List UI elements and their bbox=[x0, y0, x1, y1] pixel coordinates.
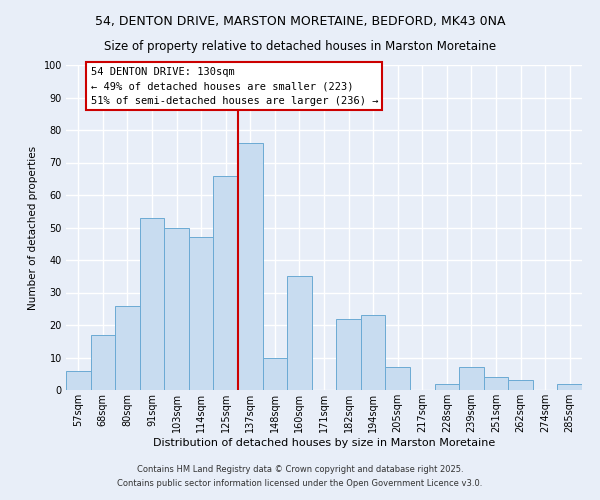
Bar bbox=[557, 384, 582, 390]
Bar bbox=[459, 367, 484, 390]
Bar bbox=[336, 318, 361, 390]
Bar bbox=[263, 358, 287, 390]
Bar bbox=[238, 143, 263, 390]
Y-axis label: Number of detached properties: Number of detached properties bbox=[28, 146, 38, 310]
Text: Contains HM Land Registry data © Crown copyright and database right 2025.
Contai: Contains HM Land Registry data © Crown c… bbox=[118, 466, 482, 487]
Text: Size of property relative to detached houses in Marston Moretaine: Size of property relative to detached ho… bbox=[104, 40, 496, 53]
Bar bbox=[140, 218, 164, 390]
Bar bbox=[484, 377, 508, 390]
Bar bbox=[189, 238, 214, 390]
Bar bbox=[164, 228, 189, 390]
Bar bbox=[434, 384, 459, 390]
Bar bbox=[214, 176, 238, 390]
Bar bbox=[66, 370, 91, 390]
Bar bbox=[91, 335, 115, 390]
Bar bbox=[361, 316, 385, 390]
Bar bbox=[115, 306, 140, 390]
Bar bbox=[287, 276, 312, 390]
X-axis label: Distribution of detached houses by size in Marston Moretaine: Distribution of detached houses by size … bbox=[153, 438, 495, 448]
Text: 54, DENTON DRIVE, MARSTON MORETAINE, BEDFORD, MK43 0NA: 54, DENTON DRIVE, MARSTON MORETAINE, BED… bbox=[95, 15, 505, 28]
Bar bbox=[508, 380, 533, 390]
Bar bbox=[385, 367, 410, 390]
Text: 54 DENTON DRIVE: 130sqm
← 49% of detached houses are smaller (223)
51% of semi-d: 54 DENTON DRIVE: 130sqm ← 49% of detache… bbox=[91, 66, 378, 106]
